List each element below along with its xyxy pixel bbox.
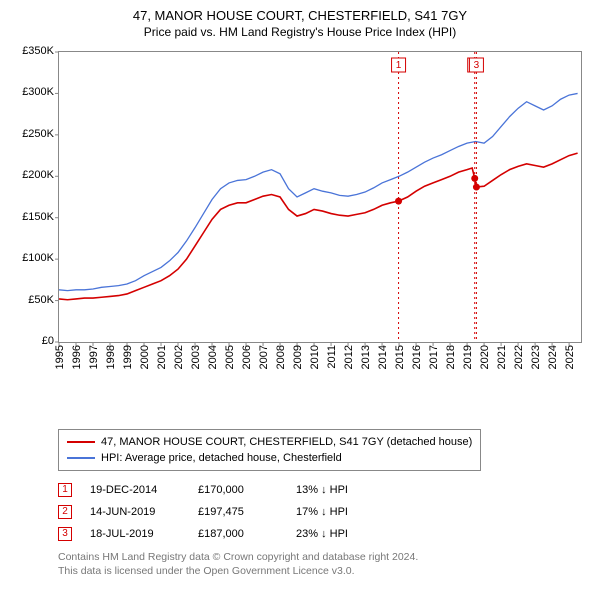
x-tick-label: 2025 bbox=[560, 345, 576, 369]
sale-marker-number: 3 bbox=[474, 60, 480, 71]
x-tick-label: 1999 bbox=[118, 345, 134, 369]
y-tick-label: £250K bbox=[22, 128, 58, 140]
sale-marker-dot bbox=[395, 198, 402, 205]
x-tick-label: 2008 bbox=[271, 345, 287, 369]
y-tick-label: £200K bbox=[22, 169, 58, 181]
x-tick-label: 2009 bbox=[288, 345, 304, 369]
x-tick-label: 2000 bbox=[135, 345, 151, 369]
sale-row: 2 14-JUN-2019 £197,475 17% ↓ HPI bbox=[58, 501, 588, 523]
x-tick-label: 2019 bbox=[458, 345, 474, 369]
sale-marker-dot bbox=[471, 175, 478, 182]
x-tick-label: 1997 bbox=[84, 345, 100, 369]
x-tick-label: 2017 bbox=[424, 345, 440, 369]
x-tick-label: 2010 bbox=[305, 345, 321, 369]
legend-swatch bbox=[67, 441, 95, 443]
x-tick-label: 1995 bbox=[50, 345, 66, 369]
x-axis-labels: 1995199619971998199920002001200220032004… bbox=[58, 343, 582, 385]
x-tick-label: 2005 bbox=[220, 345, 236, 369]
footer: Contains HM Land Registry data © Crown c… bbox=[58, 551, 588, 578]
sale-marker-number: 1 bbox=[396, 60, 402, 71]
x-tick-label: 2002 bbox=[169, 345, 185, 369]
x-tick-label: 2003 bbox=[186, 345, 202, 369]
x-tick-label: 2015 bbox=[390, 345, 406, 369]
sale-date: 19-DEC-2014 bbox=[90, 479, 180, 501]
sale-diff: 23% ↓ HPI bbox=[296, 523, 386, 545]
plot-area: 123 bbox=[58, 51, 582, 343]
y-tick-label: £350K bbox=[22, 45, 58, 57]
x-tick-label: 2024 bbox=[543, 345, 559, 369]
legend-swatch bbox=[67, 457, 95, 459]
sale-diff: 17% ↓ HPI bbox=[296, 501, 386, 523]
x-tick-label: 2006 bbox=[237, 345, 253, 369]
chart-subtitle: Price paid vs. HM Land Registry's House … bbox=[12, 25, 588, 39]
legend: 47, MANOR HOUSE COURT, CHESTERFIELD, S41… bbox=[58, 429, 481, 471]
legend-item: HPI: Average price, detached house, Ches… bbox=[67, 450, 472, 466]
x-tick-label: 2023 bbox=[526, 345, 542, 369]
sale-number-box: 2 bbox=[58, 505, 72, 519]
y-tick-label: £100K bbox=[22, 252, 58, 264]
x-tick-label: 1996 bbox=[67, 345, 83, 369]
x-tick-label: 2004 bbox=[203, 345, 219, 369]
sales-table: 1 19-DEC-2014 £170,000 13% ↓ HPI 2 14-JUN-201… bbox=[58, 479, 588, 545]
sale-price: £187,000 bbox=[198, 523, 278, 545]
sale-date: 14-JUN-2019 bbox=[90, 501, 180, 523]
y-tick-label: £300K bbox=[22, 86, 58, 98]
x-tick-label: 2021 bbox=[492, 345, 508, 369]
y-axis-labels: £0£50K£100K£150K£200K£250K£300K£350K bbox=[12, 51, 58, 343]
sale-number-box: 3 bbox=[58, 527, 72, 541]
legend-label: 47, MANOR HOUSE COURT, CHESTERFIELD, S41… bbox=[101, 434, 472, 450]
sale-date: 18-JUL-2019 bbox=[90, 523, 180, 545]
y-tick-label: £50K bbox=[28, 294, 58, 306]
x-tick-label: 2016 bbox=[407, 345, 423, 369]
legend-item: 47, MANOR HOUSE COURT, CHESTERFIELD, S41… bbox=[67, 434, 472, 450]
x-tick-label: 2022 bbox=[509, 345, 525, 369]
sale-price: £197,475 bbox=[198, 501, 278, 523]
x-tick-label: 2007 bbox=[254, 345, 270, 369]
x-tick-label: 2020 bbox=[475, 345, 491, 369]
legend-label: HPI: Average price, detached house, Ches… bbox=[101, 450, 342, 466]
sale-marker-dot bbox=[473, 184, 480, 191]
x-tick-label: 2014 bbox=[373, 345, 389, 369]
sale-number-box: 1 bbox=[58, 483, 72, 497]
sale-price: £170,000 bbox=[198, 479, 278, 501]
x-tick-label: 1998 bbox=[101, 345, 117, 369]
footer-line1: Contains HM Land Registry data © Crown c… bbox=[58, 551, 588, 565]
sale-diff: 13% ↓ HPI bbox=[296, 479, 386, 501]
x-tick-label: 2001 bbox=[152, 345, 168, 369]
series-line bbox=[59, 93, 578, 290]
x-tick-label: 2012 bbox=[339, 345, 355, 369]
series-line bbox=[59, 153, 578, 300]
x-tick-label: 2011 bbox=[322, 345, 338, 369]
sale-row: 3 18-JUL-2019 £187,000 23% ↓ HPI bbox=[58, 523, 588, 545]
x-tick-label: 2018 bbox=[441, 345, 457, 369]
chart-container: 47, MANOR HOUSE COURT, CHESTERFIELD, S41… bbox=[0, 0, 600, 588]
y-tick-label: £150K bbox=[22, 211, 58, 223]
footer-line2: This data is licensed under the Open Gov… bbox=[58, 565, 588, 579]
chart-title: 47, MANOR HOUSE COURT, CHESTERFIELD, S41… bbox=[12, 8, 588, 23]
sale-row: 1 19-DEC-2014 £170,000 13% ↓ HPI bbox=[58, 479, 588, 501]
plot-svg: 123 bbox=[59, 52, 581, 342]
chart-wrap: £0£50K£100K£150K£200K£250K£300K£350K 123… bbox=[12, 45, 588, 385]
x-tick-label: 2013 bbox=[356, 345, 372, 369]
